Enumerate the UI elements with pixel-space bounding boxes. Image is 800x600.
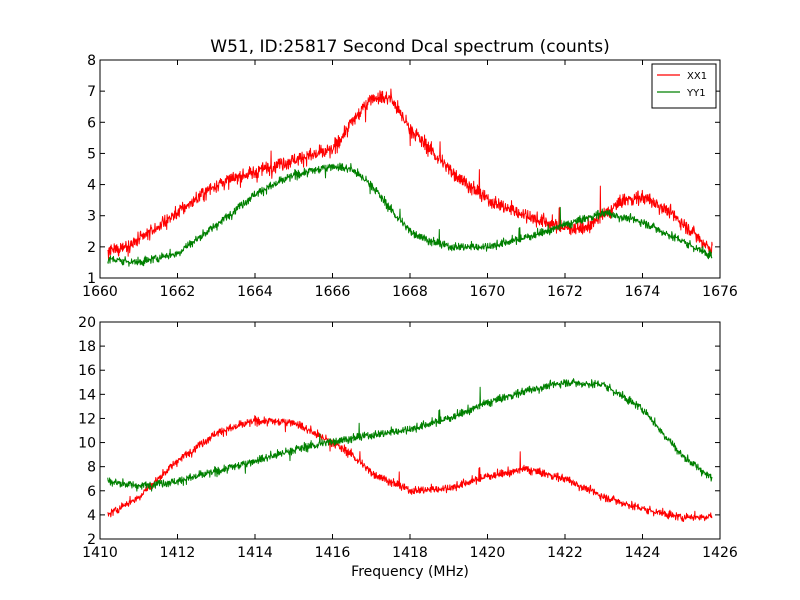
upper-x-tick-label: 1662 [160, 284, 196, 300]
lower-y-tick-label: 18 [78, 339, 96, 355]
upper-series-xx1-line [107, 88, 713, 260]
chart-title: W51, ID:25817 Second Dcal spectrum (coun… [210, 37, 609, 57]
lower-y-tick-label: 16 [78, 363, 96, 379]
upper-series-yy1-line [107, 162, 713, 267]
legend-box [651, 63, 717, 109]
upper-y-tick-label: 1 [87, 271, 96, 287]
lower-series-green-line [107, 378, 713, 492]
lower-plot-area [107, 378, 713, 523]
lower-spectrum-panel: 1410 1412 1414 1416 1418 1420 1422 1424 14262468… [78, 315, 738, 561]
lower-series-red-line [107, 415, 713, 523]
upper-spectrum-panel: 1660 1662 1664 1666 1668 1670 1672 1674 1676 1 2 3 4… [82, 53, 738, 300]
upper-x-tick-label: 1670 [470, 284, 506, 300]
lower-y-tick-label: 10 [78, 436, 96, 452]
legend-label-xx1: XX1 [687, 71, 707, 82]
upper-y-tick-label: 2 [87, 240, 96, 256]
lower-x-tick-label: 1416 [315, 545, 351, 561]
upper-y-tick-label: 5 [87, 146, 96, 162]
lower-y-tick-label: 8 [87, 460, 96, 476]
lower-x-tick-label: 1422 [547, 545, 583, 561]
lower-y-tick-label: 6 [87, 484, 96, 500]
lower-x-tick-label: 1426 [702, 545, 738, 561]
x-axis-label: Frequency (MHz) [351, 564, 469, 580]
upper-x-tick-label: 1660 [82, 284, 118, 300]
lower-y-tick-label: 4 [87, 508, 96, 524]
upper-y-tick-label: 7 [87, 84, 96, 100]
upper-x-tick-label: 1664 [237, 284, 273, 300]
upper-x-tick-label: 1668 [392, 284, 428, 300]
upper-y-tick-label: 6 [87, 115, 96, 131]
upper-y-tick-label: 4 [87, 178, 96, 194]
lower-x-tick-label: 1412 [160, 545, 196, 561]
lower-x-tick-label: 1414 [237, 545, 273, 561]
lower-x-tick-label: 1410 [82, 545, 118, 561]
upper-plot-area [107, 88, 713, 267]
lower-x-tick-label: 1418 [392, 545, 428, 561]
legend-label-yy1: YY1 [686, 88, 706, 99]
lower-x-tick-label: 1424 [625, 545, 661, 561]
upper-x-tick-label: 1676 [702, 284, 738, 300]
lower-y-tick-label: 14 [78, 387, 96, 403]
lower-y-tick-label: 20 [78, 315, 96, 331]
upper-x-tick-label: 1674 [625, 284, 661, 300]
lower-x-tick-label: 1420 [470, 545, 506, 561]
upper-y-tick-label: 8 [87, 53, 96, 69]
upper-x-tick-label: 1672 [547, 284, 583, 300]
lower-y-tick-label: 12 [78, 411, 96, 427]
upper-legend: XX1 YY1 [651, 63, 717, 109]
upper-y-tick-label: 3 [87, 209, 96, 225]
upper-x-tick-label: 1666 [315, 284, 351, 300]
lower-y-tick-label: 2 [87, 532, 96, 548]
